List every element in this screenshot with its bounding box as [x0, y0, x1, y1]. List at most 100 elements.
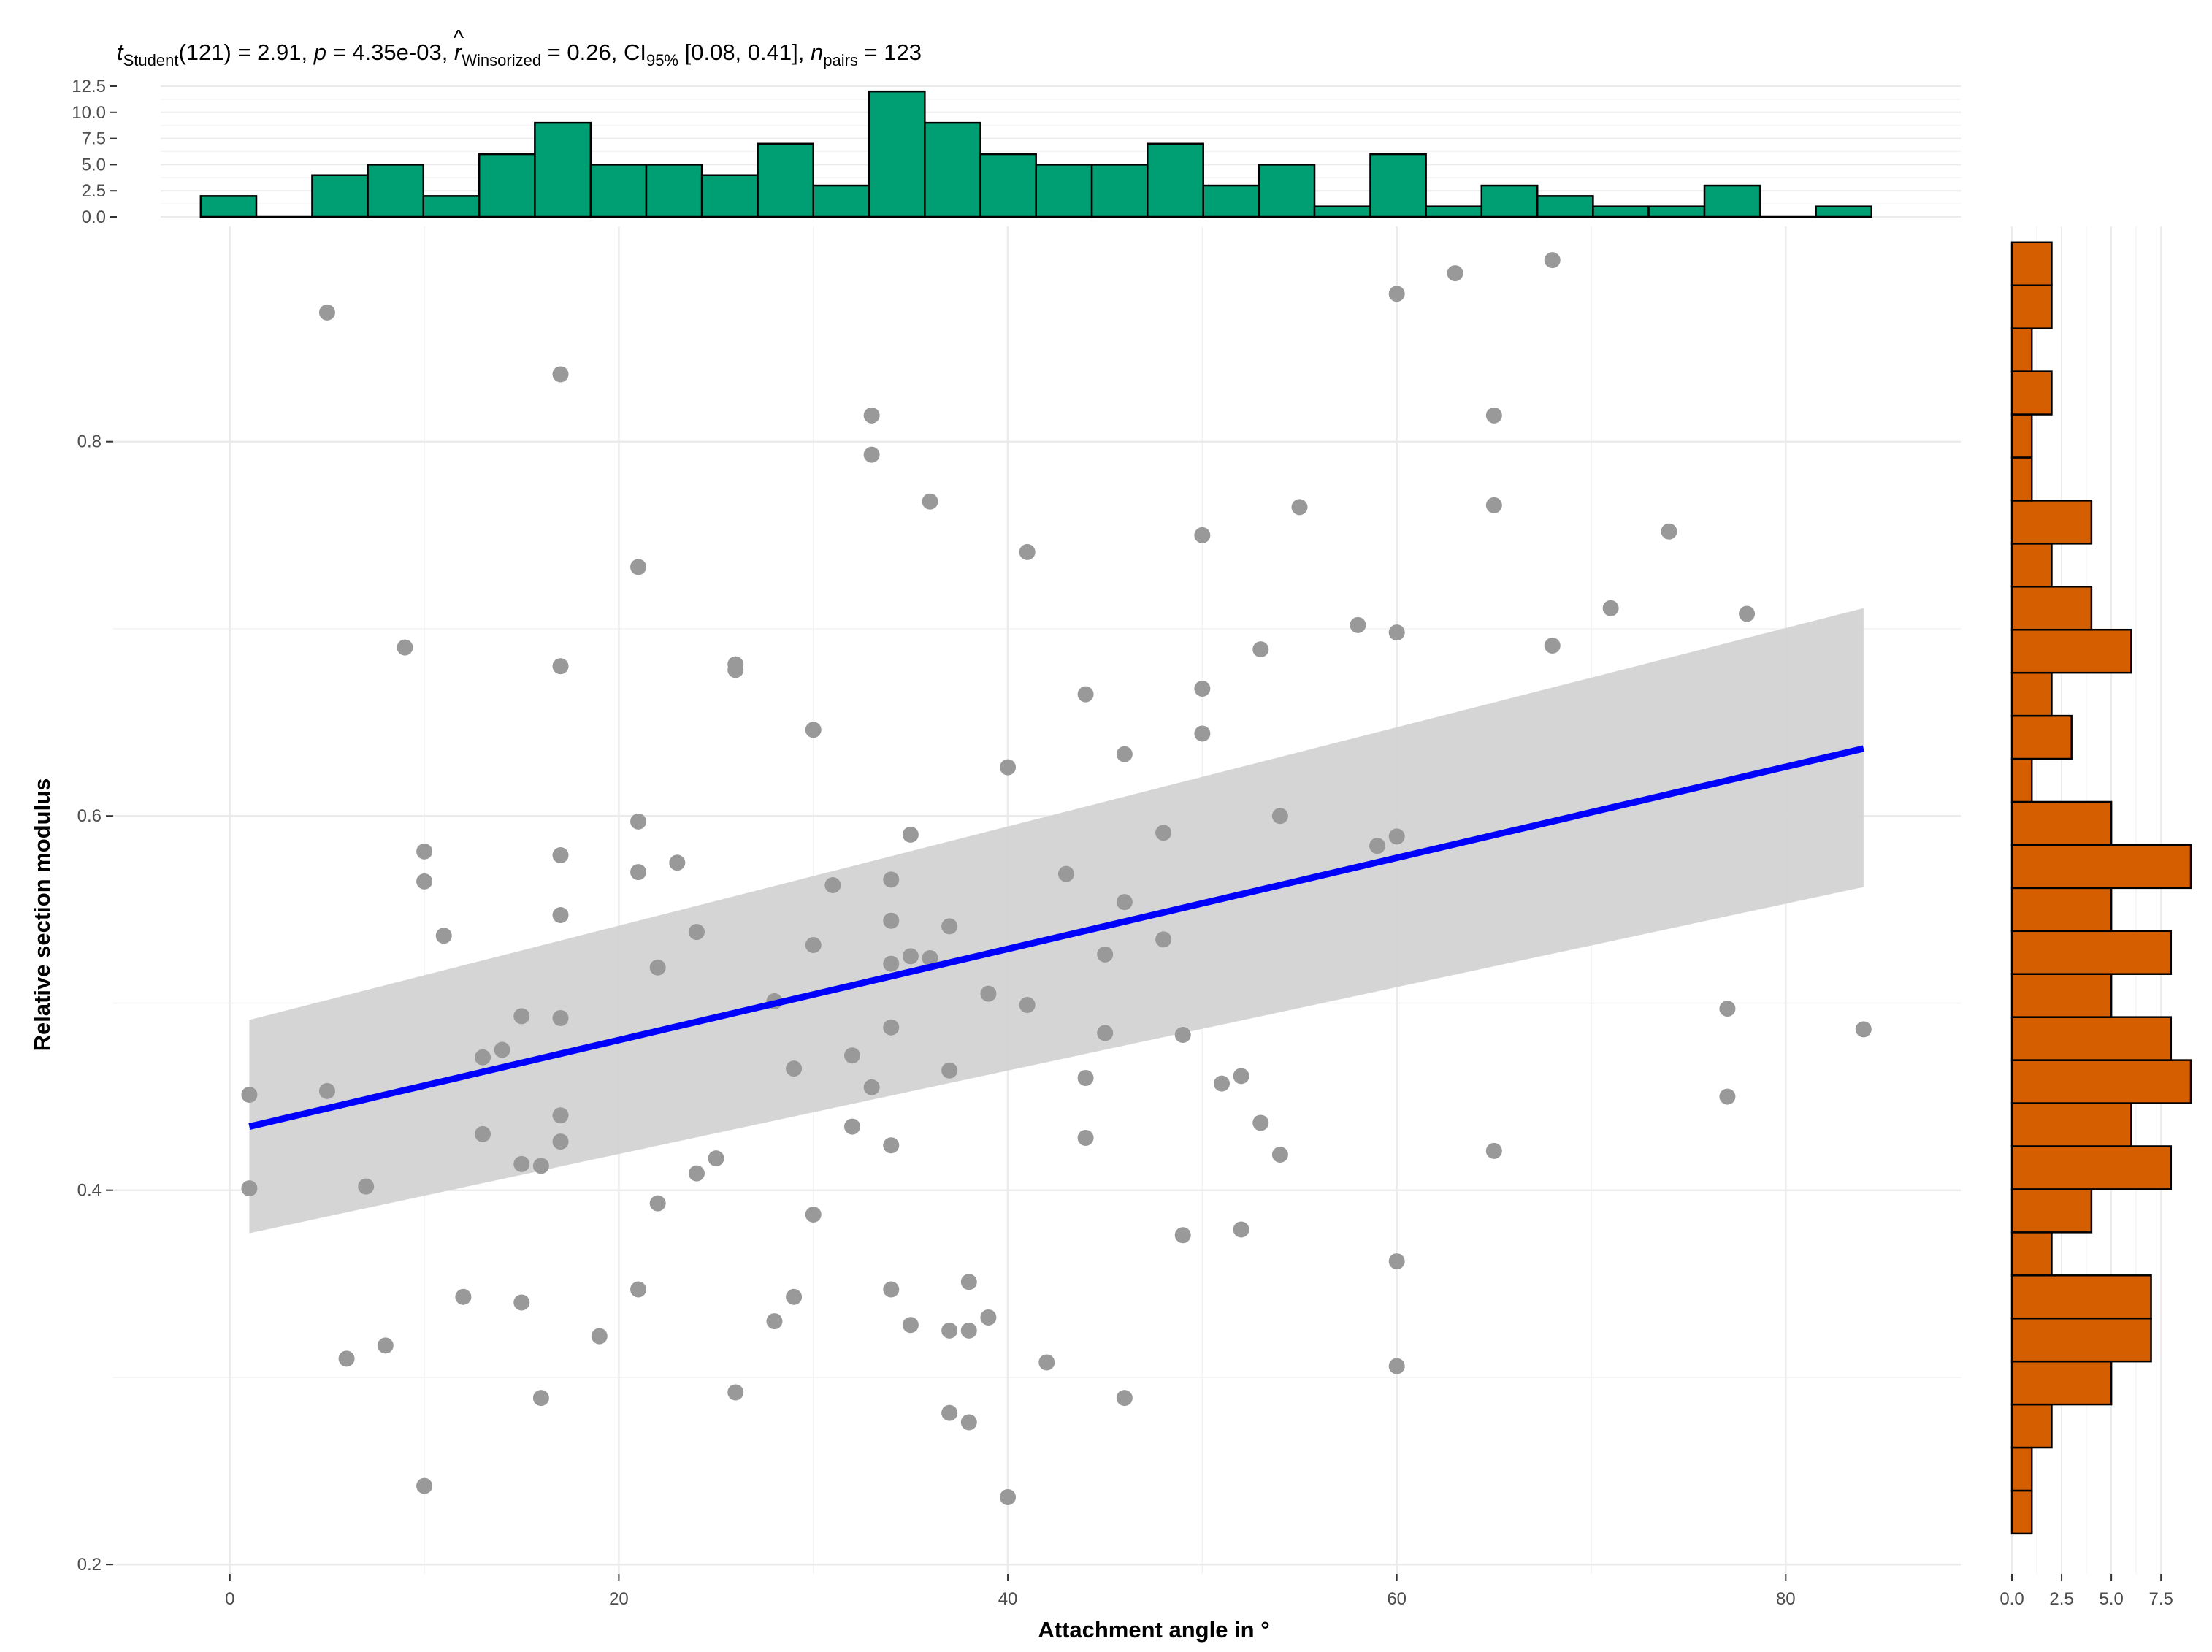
data-point	[552, 366, 569, 383]
data-point	[1155, 825, 1172, 841]
x-hist-bar	[1480, 184, 1539, 218]
data-point	[1350, 616, 1366, 633]
chart-title-text: tStudent(121) = 2.91, p = 4.35e-03, rWin…	[117, 39, 922, 69]
data-point	[1271, 808, 1288, 825]
data-point	[475, 1125, 491, 1142]
y-hist-bar	[2010, 1446, 2033, 1492]
data-point	[416, 873, 433, 890]
data-point	[455, 1288, 472, 1305]
data-point	[883, 1281, 900, 1298]
data-point	[1077, 686, 1094, 703]
data-point	[1447, 265, 1463, 282]
x-hist-bar	[534, 121, 592, 218]
data-point	[552, 1133, 569, 1150]
title-t-subscript: Student	[123, 51, 179, 69]
y-hist-bar	[2010, 456, 2033, 502]
y-hist-bar	[2010, 413, 2033, 459]
y-hist-bar	[2010, 1145, 2173, 1190]
x-hist-bar	[1592, 205, 1650, 218]
regression-line	[248, 745, 1864, 1130]
data-point	[1019, 997, 1036, 1013]
y-hist-bar	[2010, 671, 2053, 717]
data-point	[1097, 946, 1114, 963]
x-hist-bar	[1647, 205, 1706, 218]
chart-title: tStudent(121) = 2.91, p = 4.35e-03, rWin…	[117, 25, 922, 69]
data-point	[1661, 523, 1677, 540]
data-point	[1252, 1114, 1269, 1131]
data-point	[941, 1404, 958, 1421]
data-point	[1019, 543, 1036, 560]
data-point	[863, 446, 880, 463]
x-hist-bar	[812, 184, 870, 218]
y-hist-bar	[2010, 1102, 2132, 1147]
data-point	[941, 1322, 958, 1339]
data-point	[766, 1313, 783, 1330]
data-point	[532, 1390, 549, 1407]
data-point	[844, 1118, 860, 1135]
data-point	[883, 912, 900, 929]
y-hist-bar	[2010, 757, 2033, 803]
y-hist-bar	[2010, 241, 2053, 286]
y-hist-tick-label: 0.0	[1999, 1589, 2024, 1609]
data-point	[1544, 638, 1561, 654]
data-point	[1233, 1068, 1249, 1085]
data-point	[1116, 894, 1133, 911]
title-t-value: (121) = 2.91,	[178, 39, 313, 65]
y-hist-bar	[2010, 1489, 2033, 1535]
x-hist-bar	[1536, 195, 1594, 218]
data-point	[980, 985, 997, 1002]
y-hist-bar	[2010, 844, 2192, 890]
data-point	[513, 1008, 530, 1025]
y-hist-bar	[2010, 628, 2132, 674]
scatter-panel: 0 20 40 60 80 0.2 0.4 0.6 0.8	[77, 226, 1961, 1609]
y-hist-bar	[2010, 1016, 2173, 1061]
data-point	[1271, 1147, 1288, 1163]
data-point	[1485, 497, 1502, 513]
data-point	[883, 1137, 900, 1154]
data-point	[1388, 828, 1405, 845]
y-hist-bar	[2010, 1059, 2192, 1104]
data-point	[552, 1009, 569, 1026]
data-point	[513, 1155, 530, 1172]
title-r-hat: ^	[454, 25, 464, 50]
data-point	[1388, 286, 1405, 302]
data-point	[630, 559, 647, 575]
data-point	[416, 843, 433, 860]
x-hist-bar	[1425, 205, 1483, 218]
y-hist-bar	[2010, 930, 2173, 975]
x-hist-bar	[1313, 205, 1371, 218]
y-hist-bar	[2010, 370, 2053, 416]
data-point	[552, 658, 569, 675]
title-r-subscript: Winsorized	[462, 51, 541, 69]
y-hist-bar	[2010, 1360, 2113, 1406]
title-r-symbol: r	[454, 39, 463, 65]
data-point	[552, 1107, 569, 1124]
x-hist-tick-label: 7.5	[82, 129, 106, 149]
y-hist-bar	[2010, 586, 2093, 631]
data-point	[241, 1087, 258, 1103]
data-point	[591, 1328, 608, 1345]
x-tick-label: 20	[609, 1589, 629, 1609]
data-point	[960, 1414, 977, 1431]
data-point	[358, 1178, 375, 1195]
data-point	[1252, 641, 1269, 658]
data-point	[1855, 1021, 1872, 1038]
data-point	[552, 907, 569, 923]
y-tick-label: 0.6	[77, 806, 102, 826]
title-ci-value: [0.08, 0.41],	[678, 39, 811, 65]
data-point	[883, 955, 900, 972]
data-point	[1291, 499, 1308, 516]
data-point	[902, 1317, 919, 1334]
data-point	[649, 1195, 666, 1212]
data-point	[397, 639, 413, 656]
data-point	[377, 1337, 394, 1354]
y-hist-tick-label: 2.5	[2049, 1589, 2073, 1609]
data-point	[708, 1150, 724, 1167]
title-p-symbol: p	[313, 39, 326, 65]
data-point	[863, 1079, 880, 1095]
title-ci-subscript: 95%	[646, 51, 678, 69]
y-hist-bar	[2010, 1188, 2093, 1234]
x-hist-bar	[1035, 164, 1093, 218]
y-hist-bar	[2010, 327, 2033, 372]
title-p-value: = 4.35e-03,	[326, 39, 454, 65]
